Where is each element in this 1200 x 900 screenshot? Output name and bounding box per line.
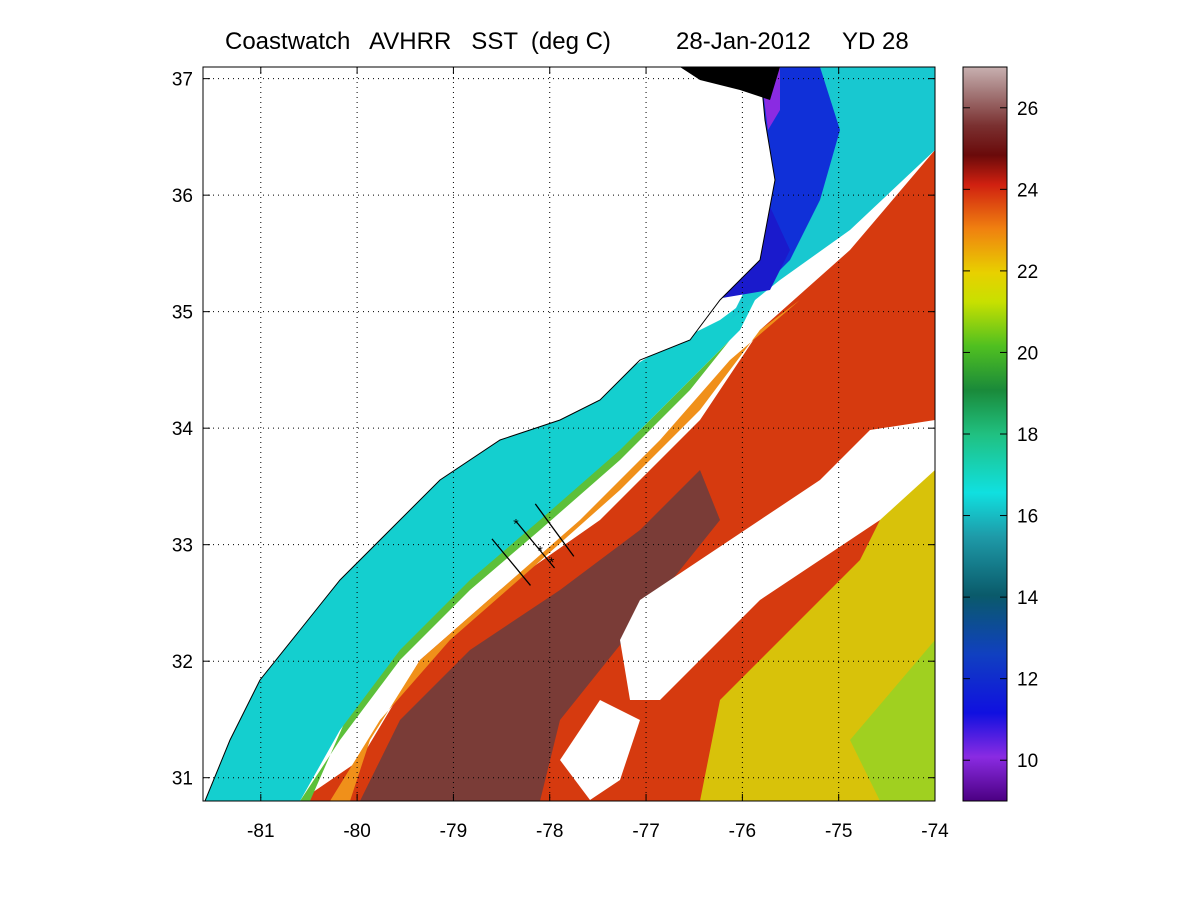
y-axis: 31 32 33 34 35 36 37 — [172, 70, 935, 790]
station-marker: * — [513, 516, 519, 532]
x-tick-label: -79 — [440, 821, 467, 842]
y-tick-label: 32 — [172, 652, 193, 673]
colorbar-tick-label: 26 — [1017, 99, 1038, 120]
plot-frame — [202, 66, 936, 802]
x-tick-label: -81 — [247, 821, 274, 842]
sst-field — [203, 67, 935, 801]
colorbar-tick-label: 24 — [1017, 180, 1039, 201]
x-tick-label: -76 — [729, 821, 756, 842]
title-date: 28-Jan-2012 — [676, 28, 811, 55]
y-tick-label: 37 — [172, 70, 193, 91]
x-axis: -81 -80 -79 -78 -77 -76 -75 -74 — [247, 67, 949, 842]
y-tick-label: 36 — [172, 186, 193, 207]
colorbar-tick-label: 18 — [1017, 425, 1038, 446]
x-tick-label: -74 — [921, 821, 949, 842]
colorbar-tick-label: 22 — [1017, 262, 1038, 283]
x-tick-label: -77 — [632, 821, 659, 842]
x-tick-label: -80 — [343, 821, 370, 842]
y-tick-label: 35 — [172, 303, 193, 324]
colorbar-tick-label: 10 — [1017, 751, 1038, 772]
station-marker: * — [537, 543, 543, 559]
transect-line — [534, 503, 575, 557]
transect-line — [491, 538, 531, 586]
colorbar-tick-label: 20 — [1017, 343, 1038, 364]
title-yearday: YD 28 — [842, 28, 909, 55]
transect-line — [515, 520, 556, 569]
x-tick-label: -78 — [536, 821, 563, 842]
colorbar-tick-label: 16 — [1017, 507, 1038, 528]
title-product: Coastwatch AVHRR SST (deg C) — [225, 28, 611, 55]
y-tick-label: 34 — [172, 419, 194, 440]
y-tick-label: 31 — [172, 769, 193, 790]
colorbar-tick-label: 12 — [1017, 670, 1038, 691]
colorbar-tick-label: 14 — [1017, 588, 1039, 609]
coastline — [204, 66, 776, 802]
y-tick-label: 33 — [172, 536, 193, 557]
colorbar — [962, 66, 1008, 802]
station-marker: * — [549, 554, 555, 570]
transects: * * * — [491, 503, 575, 586]
grid-lines — [203, 67, 936, 801]
x-tick-label: -75 — [825, 821, 852, 842]
colorbar-ticks: 10 12 14 16 18 20 22 24 26 — [963, 99, 1039, 772]
